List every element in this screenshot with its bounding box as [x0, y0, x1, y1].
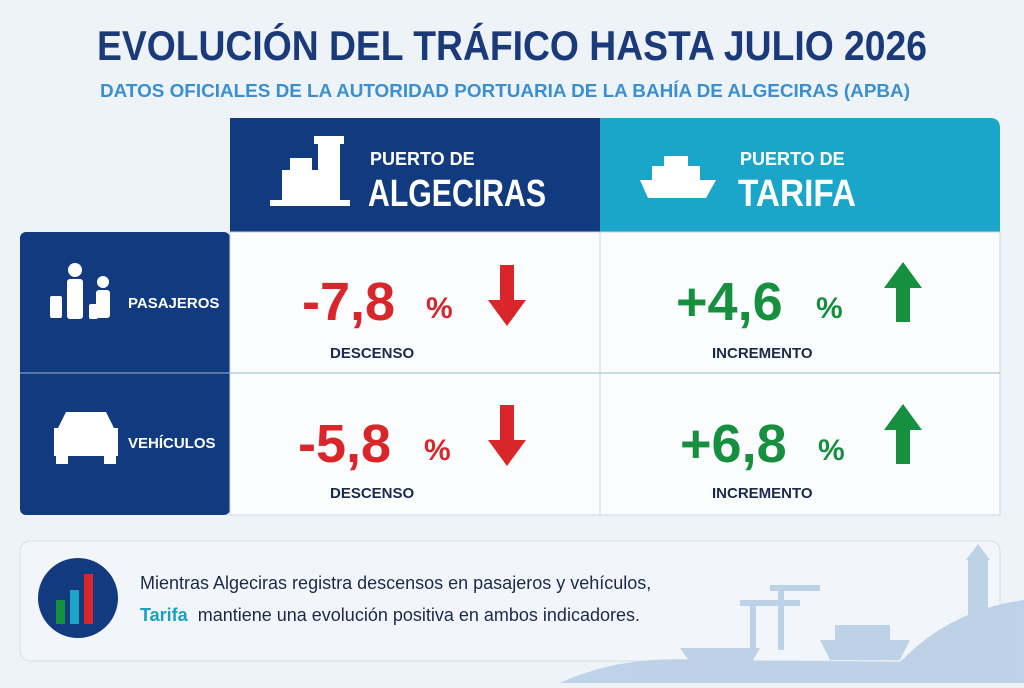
people-icon [50, 263, 110, 319]
column-line2: ALGECIRAS [368, 173, 546, 215]
cell-note: INCREMENTO [712, 485, 813, 502]
up-arrow [884, 262, 922, 322]
cell-value: -5,8 [298, 414, 391, 474]
column-line1: PUERTO DE [740, 149, 845, 169]
down-arrow [488, 265, 526, 326]
cell-value: -7,8 [302, 272, 395, 332]
down-arrow [488, 405, 526, 466]
chart-icon-bar [70, 590, 79, 624]
row-label: VEHÍCULOS [128, 435, 216, 452]
chart-icon-bar [84, 574, 93, 624]
cell-value: +4,6 [676, 272, 783, 332]
footer-text: Tarifa mantiene una evolución positiva e… [140, 605, 640, 625]
header-tarifa [600, 118, 1000, 232]
cell-unit: % [424, 434, 451, 467]
up-arrow [884, 404, 922, 464]
cell-note: DESCENSO [330, 345, 415, 362]
title: EVOLUCIÓN DEL TRÁFICO HASTA JULIO 2026 [97, 21, 927, 69]
cell-unit: % [816, 292, 843, 325]
port-illustration [560, 544, 1024, 683]
column-line2: TARIFA [738, 173, 856, 215]
cell-note: INCREMENTO [712, 345, 813, 362]
cell-note: DESCENSO [330, 485, 415, 502]
footer-text-rest: mantiene una evolución positiva en ambos… [198, 605, 640, 625]
chart-icon-bar [56, 600, 65, 624]
column-line1: PUERTO DE [370, 149, 475, 169]
footer-highlight: Tarifa [140, 605, 189, 625]
row-label: PASAJEROS [128, 295, 219, 312]
cell-unit: % [426, 292, 453, 325]
castle-icon [270, 136, 350, 206]
cell-value: +6,8 [680, 414, 787, 474]
subtitle: DATOS OFICIALES DE LA AUTORIDAD PORTUARI… [100, 80, 910, 101]
ship-icon [640, 156, 716, 198]
cell-unit: % [818, 434, 845, 467]
car-icon [54, 412, 118, 464]
footer-text: Mientras Algeciras registra descensos en… [140, 573, 651, 593]
